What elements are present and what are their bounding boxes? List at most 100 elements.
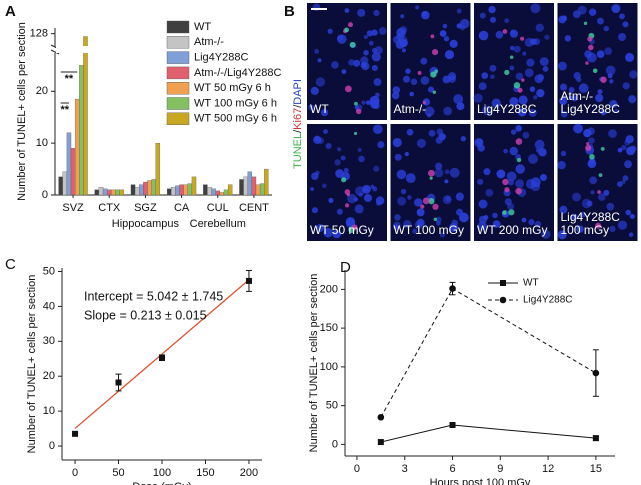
data-point [245, 277, 252, 284]
nucleus [370, 184, 375, 189]
nucleus [345, 217, 356, 227]
nucleus [328, 197, 334, 203]
nucleus [528, 108, 537, 117]
x-tick-label: 6 [449, 463, 455, 475]
tile-label: Lig4Y288C [561, 210, 621, 224]
nucleus [397, 196, 407, 206]
nucleus [410, 78, 418, 86]
group-label: Hippocampus [112, 218, 180, 230]
marker-cell [422, 197, 430, 205]
nucleus [325, 142, 332, 150]
nucleus [481, 72, 489, 80]
nucleus [509, 97, 519, 106]
marker-cell [428, 198, 435, 205]
marker-cell [592, 68, 598, 74]
bar [58, 176, 63, 196]
nucleus [504, 18, 510, 24]
legend-label: WT 100 mGy 6 h [194, 97, 277, 109]
data-point [592, 435, 599, 442]
nucleus [456, 8, 462, 14]
nucleus [314, 48, 320, 54]
nucleus [344, 8, 350, 13]
marker-cell [427, 169, 435, 177]
nucleus [557, 230, 567, 240]
legend-label: Atm-/- [194, 36, 224, 48]
nucleus [528, 154, 538, 164]
nucleus [363, 34, 368, 40]
marker-cell [351, 224, 358, 231]
nucleus [477, 178, 484, 185]
nucleus [524, 68, 534, 78]
marker-cell [586, 142, 590, 146]
nucleus [557, 160, 566, 170]
nucleus [597, 17, 604, 25]
nucleus [372, 124, 383, 135]
nucleus [629, 150, 634, 155]
nucleus [568, 95, 573, 100]
nucleus [311, 172, 319, 180]
nucleus [315, 77, 326, 87]
nucleus [473, 93, 483, 103]
nucleus [439, 30, 447, 37]
marker-cell [521, 78, 525, 82]
nucleus [589, 176, 598, 185]
tile-label: WT 200 mGy [477, 223, 547, 237]
nucleus [336, 208, 343, 215]
marker-cell [347, 22, 353, 28]
marker-cell [354, 101, 358, 106]
nucleus [621, 144, 627, 151]
nucleus [492, 220, 501, 228]
marker-cell [502, 178, 509, 186]
nucleus [368, 40, 374, 46]
nucleus [622, 82, 630, 90]
marker-cell [349, 41, 356, 48]
bar [75, 98, 80, 196]
nucleus [435, 136, 443, 144]
nucleus [587, 159, 597, 169]
marker-cell [504, 187, 510, 193]
nucleus [337, 34, 344, 42]
tile-label: Lig4Y288C [477, 102, 537, 116]
y-tick-label: 100 [320, 361, 338, 373]
nucleus [361, 100, 366, 105]
nucleus [459, 18, 470, 29]
bar [223, 189, 229, 196]
nucleus [353, 197, 358, 202]
nucleus [509, 65, 515, 71]
y-axis-label: Number of TUNEL+ cells per section [16, 22, 28, 201]
nucleus [624, 160, 632, 169]
bar [171, 187, 176, 196]
data-point [449, 285, 456, 292]
bar [166, 188, 172, 196]
nucleus [609, 99, 618, 109]
nucleus [597, 193, 606, 201]
bar [102, 188, 108, 196]
nucleus [489, 64, 497, 72]
marker-cell [583, 21, 588, 26]
nucleus [482, 105, 492, 116]
bar [239, 179, 244, 196]
legend-swatch [166, 36, 190, 49]
nucleus [449, 167, 460, 178]
nucleus [541, 229, 551, 239]
axis-break [56, 46, 273, 53]
stain-label-part: TUNEL [292, 133, 304, 169]
legend-marker [499, 296, 507, 304]
marker-cell [509, 55, 514, 59]
significance: ** [65, 73, 74, 85]
y-tick-label: 200 [320, 283, 338, 295]
bar [211, 188, 216, 196]
bar [227, 184, 233, 196]
bar [179, 184, 184, 196]
bar [243, 176, 248, 196]
x-tick-label: 15 [590, 463, 602, 475]
marker-cell [515, 187, 522, 195]
nucleus [443, 106, 453, 116]
nucleus [517, 107, 527, 117]
nucleus [522, 51, 527, 56]
bar [134, 187, 140, 196]
nucleus [444, 50, 455, 60]
nucleus [416, 138, 426, 148]
nucleus [371, 64, 378, 71]
bar [203, 184, 208, 196]
